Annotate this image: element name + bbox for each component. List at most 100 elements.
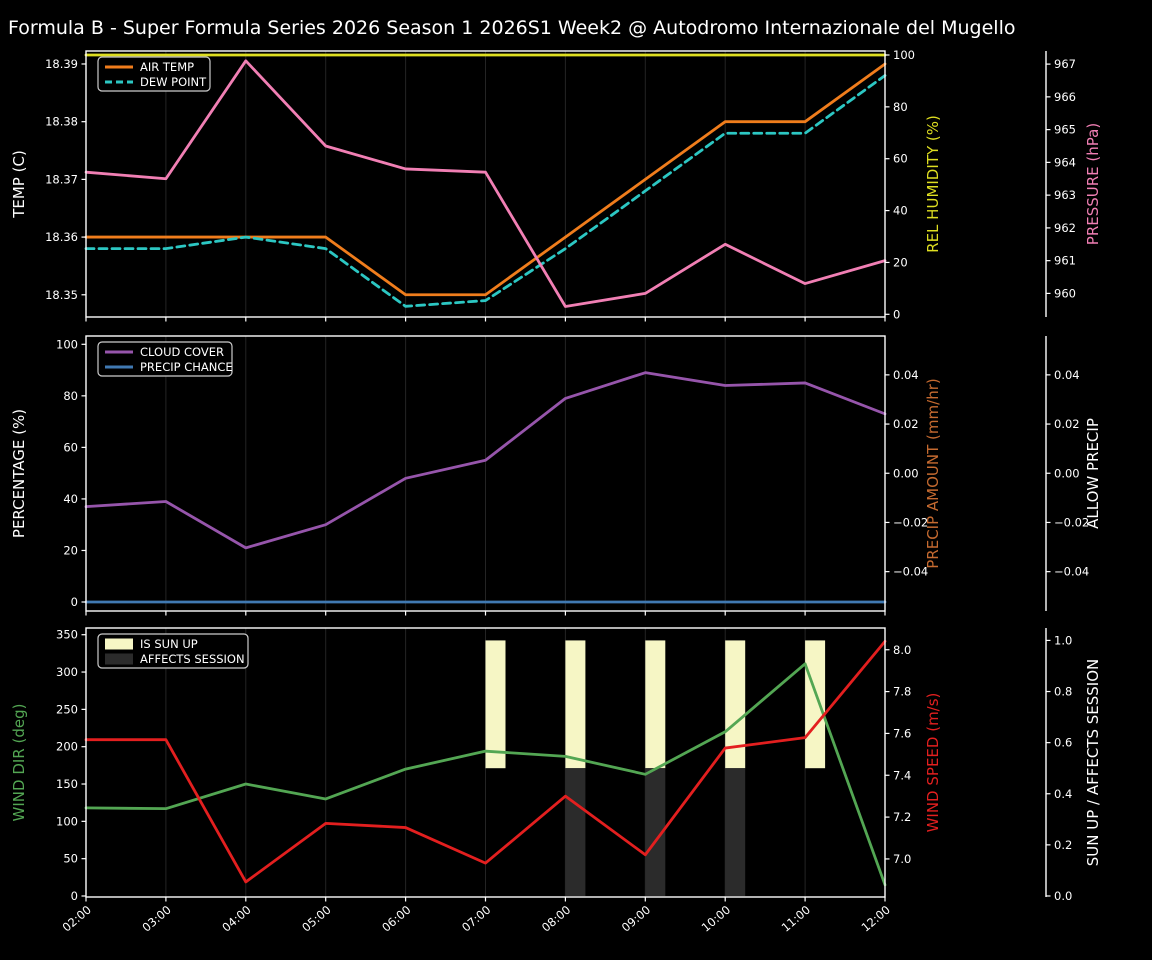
right-tick-label: 8.0 xyxy=(893,643,911,657)
left-tick-label: 18.37 xyxy=(45,172,78,186)
legend-label: CLOUD COVER xyxy=(140,345,224,359)
x-tick-label: 06:00 xyxy=(379,903,413,935)
far-tick-label: −0.02 xyxy=(1054,515,1089,529)
x-tick-label: 04:00 xyxy=(219,903,253,935)
right-tick-label: 7.6 xyxy=(893,726,911,740)
right-tick-label: 7.0 xyxy=(893,852,911,866)
legend-label: DEW POINT xyxy=(140,75,207,89)
far-tick-label: 966 xyxy=(1054,90,1076,104)
cloud-cover-line xyxy=(84,371,887,550)
right-tick-label: 100 xyxy=(893,48,915,62)
left-tick-label: 40 xyxy=(63,492,78,506)
left-tick-label: 60 xyxy=(63,440,78,454)
legend-label: IS SUN UP xyxy=(140,637,198,651)
far-tick-label: 0.4 xyxy=(1054,787,1072,801)
x-tick-label: 05:00 xyxy=(299,903,333,935)
far-tick-label: 961 xyxy=(1054,254,1076,268)
far-tick-label: 964 xyxy=(1054,155,1076,169)
far-tick-label: −0.04 xyxy=(1054,565,1089,579)
left-tick-label: 50 xyxy=(63,852,78,866)
air-temp-line xyxy=(84,62,887,297)
right-tick-label: 80 xyxy=(893,100,908,114)
left-tick-label: 18.36 xyxy=(45,230,78,244)
legend-box xyxy=(97,633,249,669)
far-tick-label: 0.00 xyxy=(1054,466,1080,480)
pressure-axis-label: PRESSURE (hPa) xyxy=(1084,123,1102,245)
right-tick-label: 60 xyxy=(893,152,908,166)
legend-label: AIR TEMP xyxy=(140,60,194,74)
right-tick-label: 7.8 xyxy=(893,685,911,699)
left-tick-label: 100 xyxy=(56,337,78,351)
left-tick-label: 18.39 xyxy=(45,57,78,71)
sun-up-bar xyxy=(805,640,826,769)
left-tick-label: 18.38 xyxy=(45,115,78,129)
left-tick-label: 0 xyxy=(71,889,78,903)
left-tick-label: 300 xyxy=(56,665,78,679)
right-tick-label: −0.04 xyxy=(893,565,928,579)
right-tick-label: −0.02 xyxy=(893,515,928,529)
wind-speed-line xyxy=(84,639,887,884)
far-tick-label: 1.0 xyxy=(1054,633,1072,647)
left-tick-label: 18.35 xyxy=(45,288,78,302)
far-tick-label: 965 xyxy=(1054,123,1076,137)
left-tick-label: 20 xyxy=(63,543,78,557)
sun-up-bar xyxy=(565,640,586,769)
x-tick-label: 03:00 xyxy=(139,903,173,935)
left-tick-label: 80 xyxy=(63,389,78,403)
affects-session-bar xyxy=(725,768,746,896)
legend-swatch xyxy=(105,653,133,665)
x-tick-label: 02:00 xyxy=(60,903,94,935)
right-tick-label: 0.00 xyxy=(893,466,919,480)
far-tick-label: 0.8 xyxy=(1054,685,1072,699)
x-tick-label: 07:00 xyxy=(459,903,493,935)
legend-label: PRECIP CHANCE xyxy=(140,360,233,374)
pressure-line xyxy=(84,59,887,308)
x-tick-label: 09:00 xyxy=(619,903,653,935)
precip-amount-axis-label: PRECIP AMOUNT (mm/hr) xyxy=(924,378,942,568)
x-tick-label: 10:00 xyxy=(699,903,733,935)
legend-swatch xyxy=(105,638,133,650)
left-tick-label: 0 xyxy=(71,595,78,609)
right-tick-label: 20 xyxy=(893,255,908,269)
left-tick-label: 350 xyxy=(56,628,78,642)
legend-label: AFFECTS SESSION xyxy=(140,652,245,666)
left-tick-label: 250 xyxy=(56,702,78,716)
far-tick-label: 960 xyxy=(1054,286,1076,300)
dew-point-line xyxy=(84,74,887,308)
affects-session-bar xyxy=(645,768,666,896)
x-tick-label: 12:00 xyxy=(859,903,893,935)
far-tick-label: 0.02 xyxy=(1054,417,1080,431)
far-tick-label: 967 xyxy=(1054,57,1076,71)
sun-up-bar xyxy=(645,640,666,769)
far-tick-label: 962 xyxy=(1054,221,1076,235)
precipitation-panel: 0 20 40 60 80 100 −0.04 −0.02 0.00 0.02 0.04 −0.04 −… xyxy=(10,335,1102,616)
right-tick-label: 7.4 xyxy=(893,768,911,782)
allow-precip-axis-label: ALLOW PRECIP xyxy=(1084,418,1102,529)
right-tick-label: 0.04 xyxy=(893,368,919,382)
far-tick-label: 0.2 xyxy=(1054,838,1072,852)
right-tick-label: 7.2 xyxy=(893,810,911,824)
far-tick-label: 0.0 xyxy=(1054,889,1072,903)
chart-root: 18.35 18.36 18.37 18.38 18.39 0 20 40 60 80 100 960… xyxy=(10,48,1102,935)
right-tick-label: 40 xyxy=(893,204,908,218)
wind-speed-axis-label: WIND SPEED (m/s) xyxy=(924,693,942,833)
right-tick-label: 0 xyxy=(893,307,900,321)
far-tick-label: 963 xyxy=(1054,188,1076,202)
x-tick-label: 08:00 xyxy=(539,903,573,935)
wind-panel: 0 50 100 150 200 250 300 350 7.0 7.2 7.4 7.6 7.8 8.0 0… xyxy=(10,627,1102,935)
left-tick-label: 200 xyxy=(56,740,78,754)
humidity-axis-label: REL HUMIDITY (%) xyxy=(924,115,942,253)
left-tick-label: 150 xyxy=(56,777,78,791)
temperature-panel: 18.35 18.36 18.37 18.38 18.39 0 20 40 60 80 100 960… xyxy=(10,48,1102,322)
affects-session-bar xyxy=(565,768,586,896)
sun-up-axis-label: SUN UP / AFFECTS SESSION xyxy=(1084,659,1102,867)
x-tick-label: 11:00 xyxy=(779,903,813,935)
sun-up-bar xyxy=(485,640,506,769)
far-tick-label: 0.6 xyxy=(1054,736,1072,750)
far-tick-label: 0.04 xyxy=(1054,368,1080,382)
